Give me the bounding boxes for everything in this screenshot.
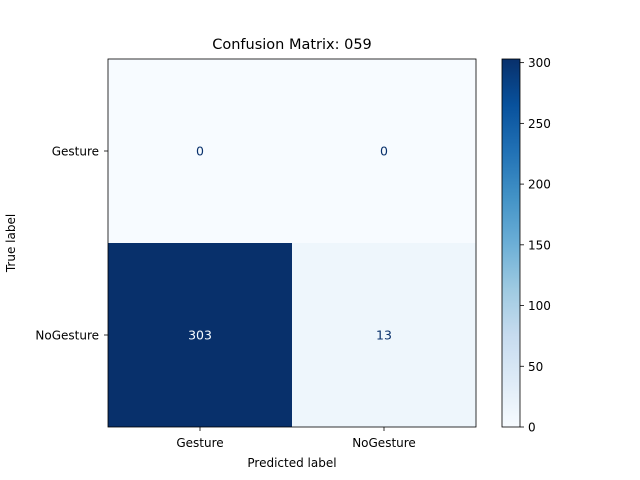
cell-value-label: 303 — [188, 328, 212, 343]
colorbar-tick-label: 200 — [528, 178, 551, 192]
x-axis-label: Predicted label — [247, 456, 336, 470]
colorbar-tick-label: 300 — [528, 56, 551, 70]
cell-value-label: 13 — [376, 328, 392, 343]
cell-value-label: 0 — [380, 144, 388, 159]
x-axis-ticks: Gesture NoGesture — [176, 427, 416, 450]
colorbar-ticks: 0 50 100 150 200 250 300 — [520, 56, 551, 435]
colorbar-tick-label: 250 — [528, 117, 551, 131]
x-tick-label: Gesture — [176, 436, 223, 450]
y-tick-label: NoGesture — [35, 329, 99, 343]
colorbar-tick-label: 100 — [528, 299, 551, 313]
y-axis-label: True label — [4, 214, 18, 273]
heatmap-cell — [108, 59, 292, 243]
chart-title: Confusion Matrix: 059 — [212, 37, 372, 53]
cell-value-labels: 0 0 303 13 — [188, 144, 392, 343]
heatmap-cell — [292, 243, 476, 427]
heatmap-cells — [108, 59, 476, 427]
heatmap-cell — [292, 59, 476, 243]
y-axis-ticks: Gesture NoGesture — [35, 145, 108, 343]
colorbar-tick-label: 0 — [528, 421, 536, 435]
x-tick-label: NoGesture — [352, 436, 416, 450]
cell-value-label: 0 — [196, 144, 204, 159]
colorbar — [501, 58, 521, 428]
heatmap-frame — [107, 58, 477, 428]
heatmap-cell — [108, 243, 292, 427]
colorbar-tick-label: 150 — [528, 238, 551, 252]
y-tick-label: Gesture — [52, 145, 99, 159]
colorbar-tick-label: 50 — [528, 360, 543, 374]
